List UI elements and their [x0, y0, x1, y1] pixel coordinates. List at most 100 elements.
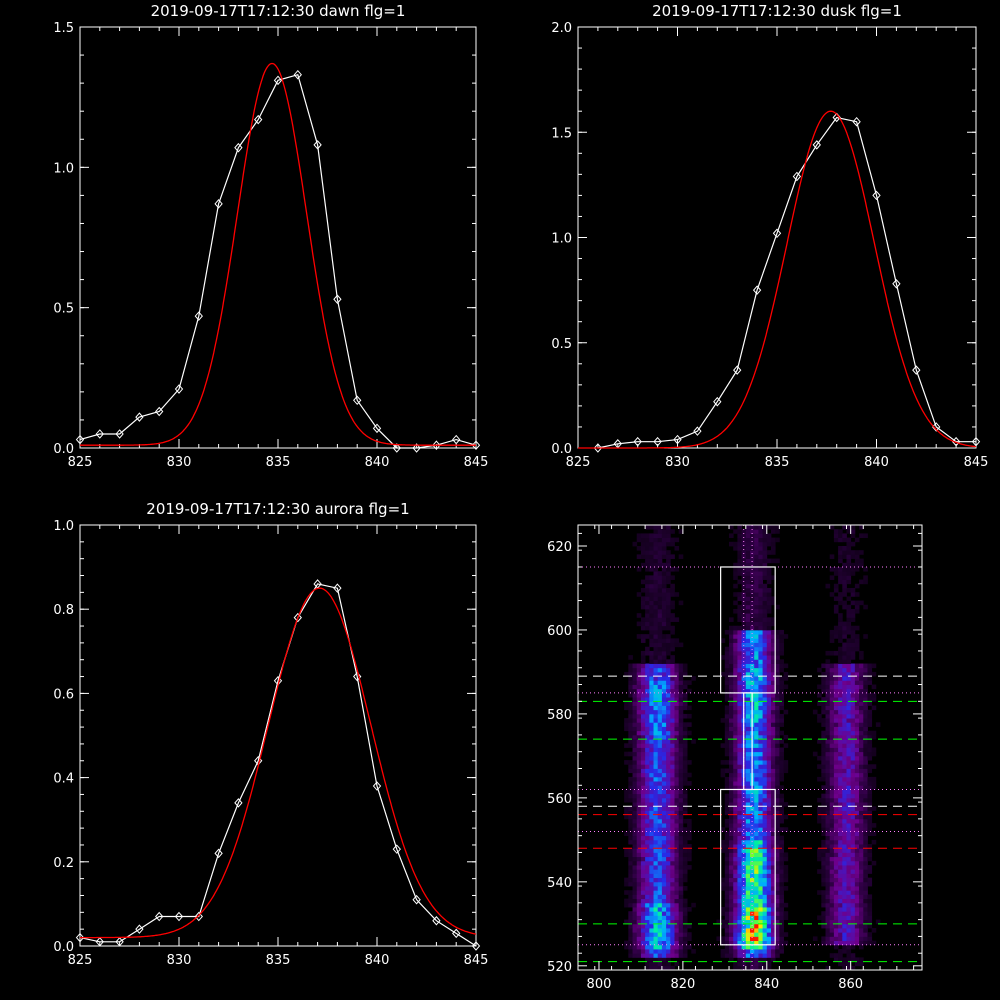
heatmap-cell: [775, 525, 780, 530]
heatmap-cell: [720, 886, 726, 891]
heatmap-cell: [838, 915, 843, 921]
heatmap-cell: [758, 608, 763, 614]
heatmap-cell: [682, 848, 688, 853]
heatmap-cell: [758, 545, 763, 551]
heatmap-cell: [632, 831, 638, 837]
heatmap-cell: [653, 751, 659, 757]
heatmap-cell: [745, 814, 751, 820]
heatmap-cell: [729, 697, 734, 702]
heatmap-cell: [775, 755, 780, 761]
heatmap-cell: [741, 688, 747, 694]
heatmap-cell: [750, 860, 755, 866]
heatmap-cell: [724, 713, 730, 719]
heatmap-cell: [854, 940, 860, 946]
heatmap-cell: [657, 781, 663, 786]
heatmap-cell: [842, 839, 847, 845]
heatmap-cell: [750, 676, 755, 681]
heatmap-cell: [846, 764, 852, 769]
heatmap-cell: [775, 646, 780, 652]
heatmap-cell: [745, 776, 751, 782]
heatmap-cell: [741, 965, 747, 971]
heatmap-cell: [733, 877, 738, 883]
heatmap-cell: [653, 776, 659, 782]
heatmap-cell: [770, 667, 776, 673]
data-point: [353, 395, 362, 406]
heatmap-cell: [661, 785, 667, 790]
heatmap-cell: [850, 629, 856, 635]
data-point: [412, 894, 421, 905]
heatmap-cell: [762, 634, 768, 639]
heatmap-cell: [850, 663, 856, 669]
heatmap-cell: [682, 852, 688, 858]
heatmap-cell: [842, 739, 847, 744]
heatmap-cell: [842, 634, 847, 639]
heatmap-cell: [766, 726, 772, 732]
heatmap-cell: [754, 848, 759, 853]
heatmap-cell: [657, 583, 663, 589]
heatmap-cell: [863, 932, 868, 937]
heatmap-cell: [729, 827, 734, 832]
heatmap-cell: [640, 932, 646, 937]
heatmap-cell: [762, 730, 768, 736]
heatmap-cell: [854, 558, 860, 564]
heatmap-cell: [766, 768, 772, 774]
heatmap-cell: [745, 751, 751, 757]
heatmap-cell: [871, 785, 877, 790]
heatmap-cell: [666, 768, 671, 774]
heatmap-cell: [653, 844, 659, 849]
heatmap-cell: [670, 965, 675, 971]
heatmap-cell: [770, 705, 776, 711]
heatmap-cell: [674, 592, 680, 597]
heatmap-cell: [833, 667, 839, 673]
heatmap-cell: [750, 617, 755, 622]
heatmap-cell: [720, 718, 726, 723]
heatmap-cell: [636, 810, 642, 816]
heatmap-cell: [854, 907, 860, 912]
heatmap-cell: [745, 743, 751, 748]
heatmap-cell: [846, 873, 852, 879]
heatmap-cell: [733, 898, 738, 904]
heatmap-cell: [770, 734, 776, 740]
heatmap-cell: [640, 701, 646, 706]
heatmap-cell: [750, 965, 755, 971]
heatmap-cell: [750, 688, 755, 694]
heatmap-cell: [741, 961, 747, 967]
heatmap-cell: [674, 831, 680, 837]
heatmap-cell: [628, 655, 633, 660]
heatmap-cell: [758, 869, 763, 874]
heatmap-cell: [770, 957, 776, 963]
heatmap-cell: [724, 718, 730, 723]
heatmap-cell: [817, 915, 822, 921]
heatmap-cell: [762, 587, 768, 593]
heatmap-cell: [850, 692, 856, 698]
heatmap-cell: [829, 902, 835, 908]
heatmap-cell: [842, 886, 847, 891]
heatmap-cell: [821, 890, 826, 895]
data-point: [912, 365, 921, 375]
heatmap-cell: [758, 541, 763, 547]
heatmap-cell: [720, 760, 726, 765]
heatmap-cell: [779, 751, 784, 757]
heatmap-cell: [670, 886, 675, 891]
heatmap-cell: [766, 713, 772, 719]
heatmap-cell: [863, 940, 868, 946]
heatmap-cell: [770, 655, 776, 660]
heatmap-cell: [645, 537, 650, 543]
heatmap-cell: [829, 860, 835, 866]
heatmap-cell: [758, 671, 763, 677]
heatmap-cell: [829, 566, 835, 572]
heatmap-cell: [821, 680, 826, 685]
heatmap-cell: [745, 562, 751, 568]
heatmap-cell: [657, 835, 663, 841]
heatmap-cell: [687, 932, 692, 937]
heatmap-cell: [649, 944, 654, 950]
heatmap-cell: [674, 772, 680, 778]
heatmap-cell: [666, 541, 671, 547]
heatmap-cell: [833, 789, 839, 795]
heatmap-cell: [750, 604, 755, 610]
heatmap-cell: [670, 856, 675, 862]
heatmap-cell: [645, 676, 650, 681]
heatmap-cell: [859, 743, 864, 748]
heatmap-cell: [733, 869, 738, 874]
